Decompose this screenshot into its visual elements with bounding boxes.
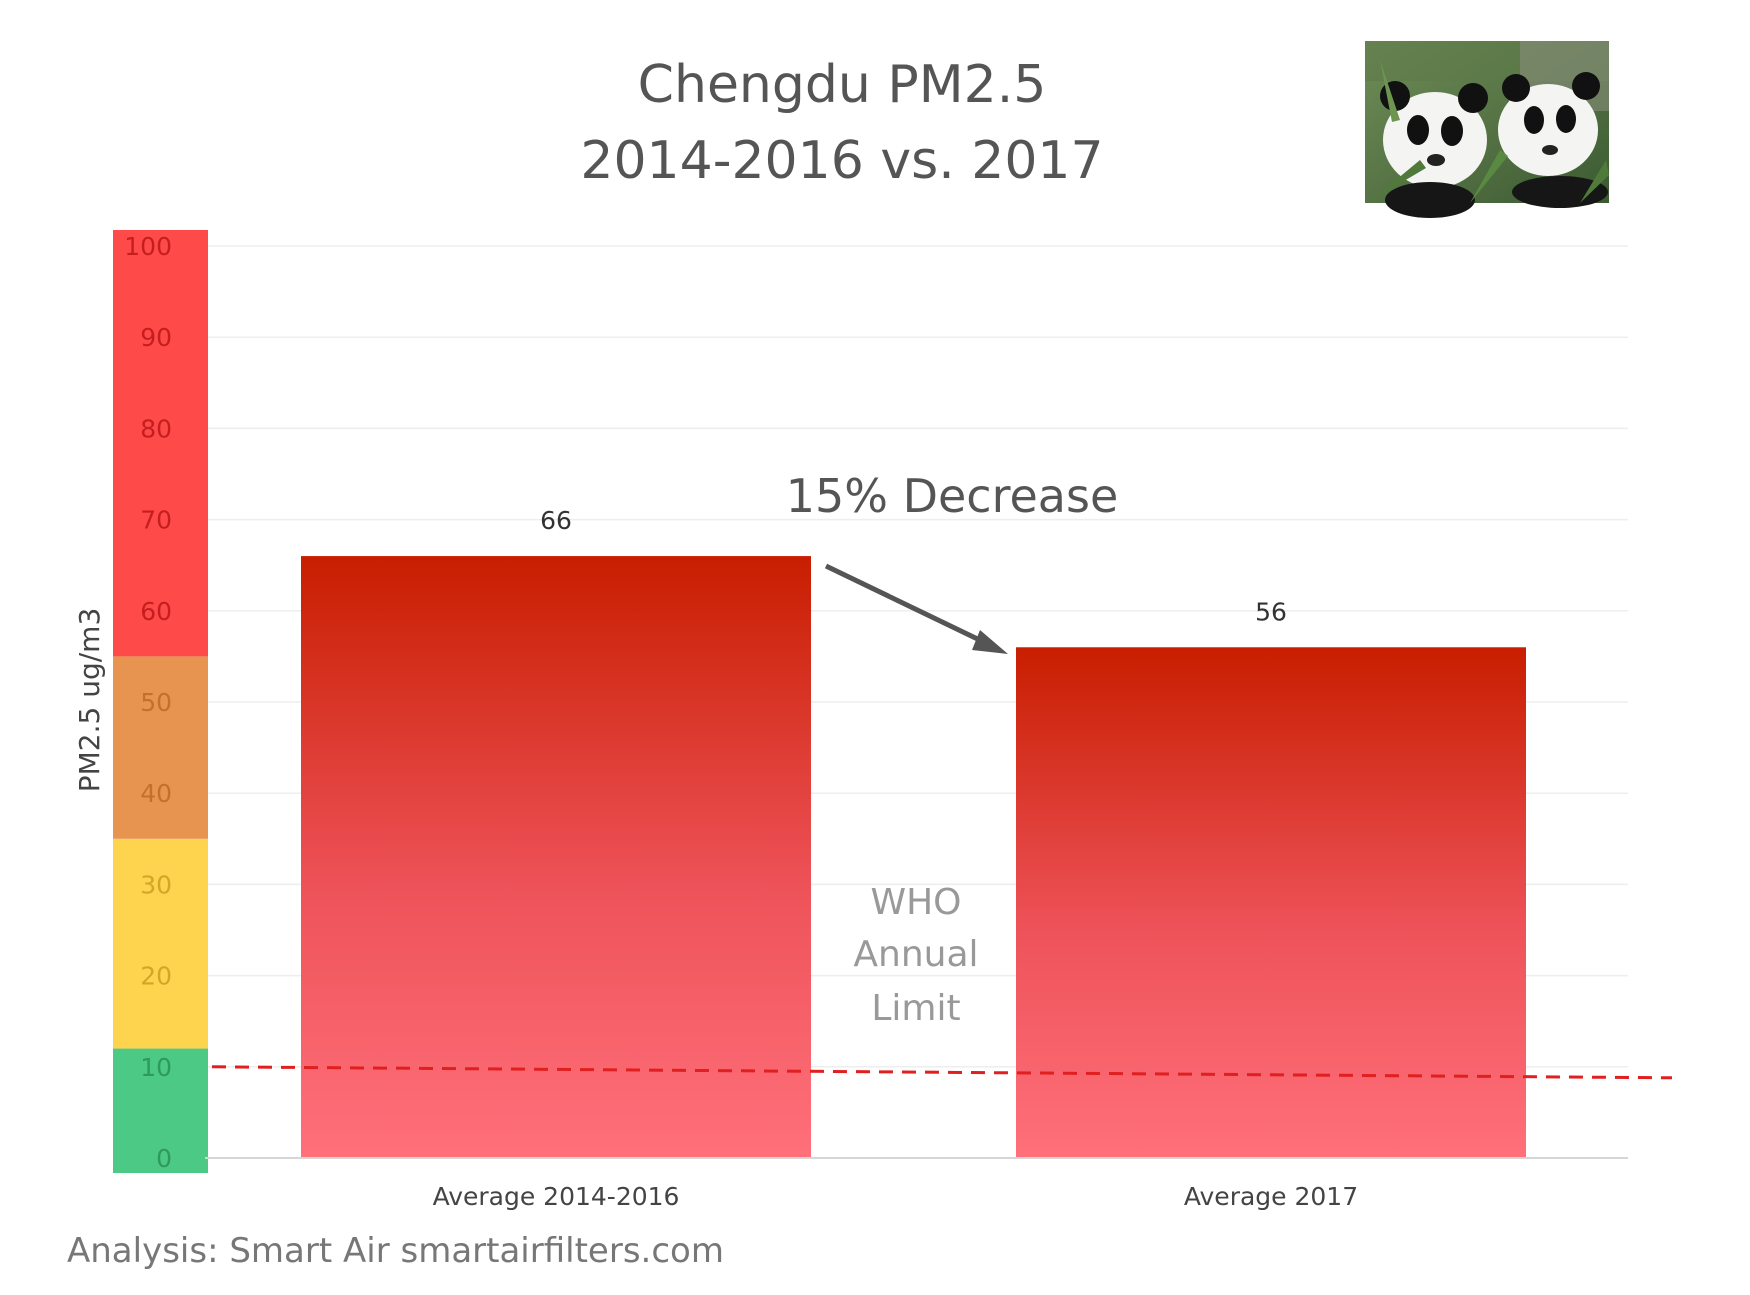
y-tick-label: 40 xyxy=(140,779,172,808)
aqi-color-bands xyxy=(113,230,208,1173)
aqi-band xyxy=(113,656,208,839)
who-label-line-3: Limit xyxy=(871,988,960,1029)
chart-title-line-1: Chengdu PM2.5 xyxy=(638,55,1047,115)
y-tick-label: 70 xyxy=(140,506,172,535)
y-axis-label: PM2.5 ug/m3 xyxy=(73,608,106,793)
aqi-band xyxy=(113,1048,208,1173)
decrease-annotation: 15% Decrease xyxy=(786,469,1119,523)
bar xyxy=(1016,647,1526,1158)
y-tick-label: 60 xyxy=(140,597,172,626)
who-label-line-1: WHO xyxy=(870,882,961,923)
who-limit-dashed-line xyxy=(211,1065,1673,1080)
y-tick-label: 80 xyxy=(140,414,172,443)
y-tick-label: 50 xyxy=(140,688,172,717)
y-tick-label: 100 xyxy=(124,232,172,261)
bar-value-label: 66 xyxy=(540,506,572,535)
decrease-arrow xyxy=(824,563,1008,654)
y-tick-label: 10 xyxy=(140,1053,172,1082)
footer-credit: Analysis: Smart Air smartairfilters.com xyxy=(67,1231,724,1271)
bar-value-label: 56 xyxy=(1255,597,1287,626)
who-limit-line xyxy=(211,1065,1673,1080)
aqi-band xyxy=(113,838,208,1049)
bar xyxy=(301,556,811,1158)
who-label-line-2: Annual xyxy=(853,934,978,975)
y-axis-ticks: 0 10 20 30 40 50 60 70 80 90 100 xyxy=(124,232,172,1173)
bars: 66 Average 2014-2016 56 Average 2017 xyxy=(301,506,1526,1211)
category-label: Average 2014-2016 xyxy=(433,1182,680,1211)
y-tick-label: 30 xyxy=(140,870,172,899)
chart-title-line-2: 2014-2016 vs. 2017 xyxy=(580,131,1103,191)
aqi-band xyxy=(113,230,208,657)
panda-photo xyxy=(1365,41,1609,218)
category-label: Average 2017 xyxy=(1184,1182,1358,1211)
y-tick-label: 0 xyxy=(156,1144,172,1173)
y-tick-label: 90 xyxy=(140,323,172,352)
y-tick-label: 20 xyxy=(140,962,172,991)
